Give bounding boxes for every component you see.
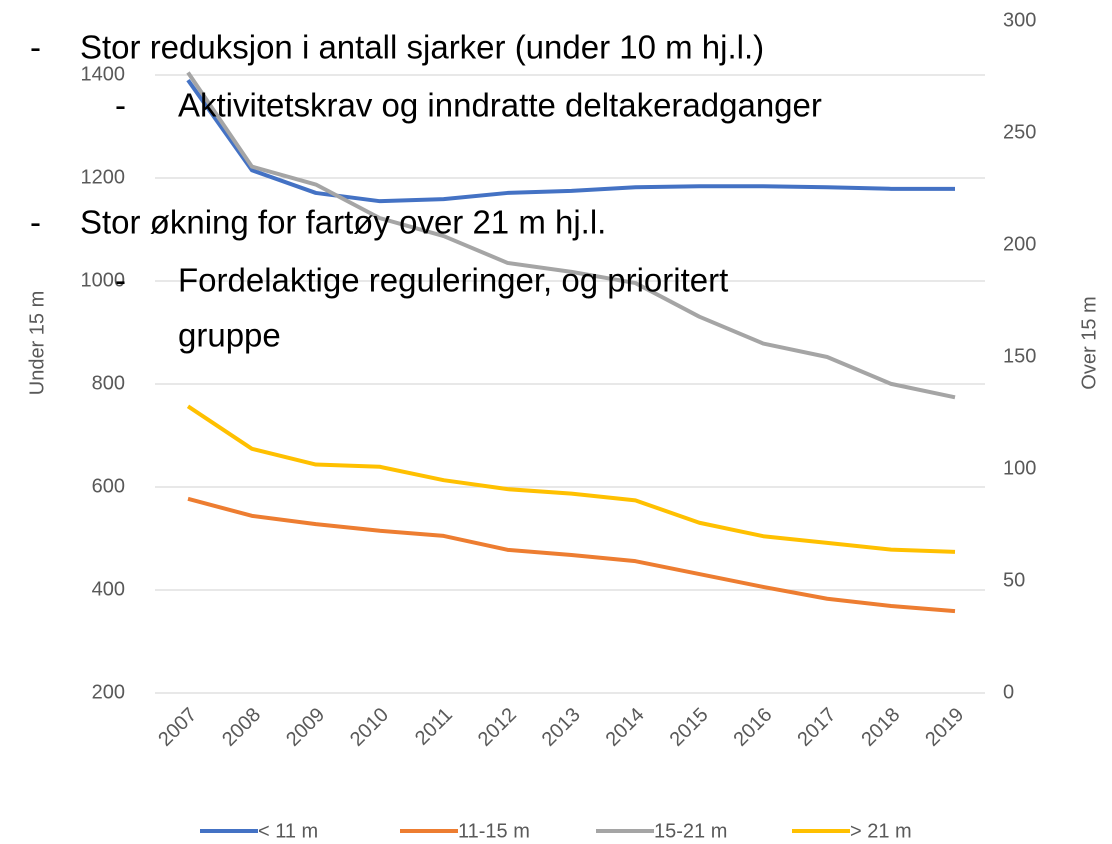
- x-tick-label: 2015: [666, 704, 713, 751]
- x-tick-label: 2018: [857, 704, 904, 751]
- sub-bullet-text: gruppe: [178, 317, 281, 354]
- y2-tick-label: 50: [1003, 569, 1025, 591]
- series-line: [187, 496, 956, 614]
- y-tick-label: 200: [92, 681, 125, 703]
- legend-label: 15-21 m: [654, 820, 727, 842]
- x-tick-label: 2010: [346, 704, 393, 751]
- bullet-dash: -: [30, 204, 41, 241]
- y-tick-label: 600: [92, 475, 125, 497]
- x-tick-label: 2017: [793, 704, 840, 751]
- y2-tick-label: 0: [1003, 681, 1014, 703]
- y-tick-label: 1000: [81, 269, 126, 291]
- legend-label: < 11 m: [258, 820, 318, 842]
- y-tick-label: 1400: [81, 63, 126, 85]
- y2-tick-label: 150: [1003, 345, 1036, 367]
- x-tick-label: 2008: [218, 704, 265, 751]
- y2-tick-label: 250: [1003, 121, 1036, 143]
- x-tick-label: 2013: [538, 704, 585, 751]
- y-tick-label: 800: [92, 372, 125, 394]
- series-line: [186, 404, 956, 554]
- y2-tick-label: 100: [1003, 457, 1036, 479]
- y-tick-label: 1200: [81, 166, 126, 188]
- x-tick-label: 2011: [411, 704, 457, 750]
- sub-bullet-dash: -: [115, 262, 126, 299]
- y-axis-label: Under 15 m: [26, 291, 48, 396]
- series-line: [186, 71, 956, 400]
- bullet-text: Stor reduksjon i antall sjarker (under 1…: [80, 29, 764, 66]
- legend-label: 11-15 m: [458, 820, 530, 842]
- y2-tick-label: 300: [1003, 9, 1036, 31]
- sub-bullet-dash: -: [115, 87, 126, 124]
- sub-bullet-text: Fordelaktige reguleringer, og prioritert: [178, 262, 728, 299]
- x-tick-label: 2014: [602, 704, 649, 751]
- x-tick-label: 2019: [921, 704, 968, 751]
- y2-tick-label: 200: [1003, 233, 1036, 255]
- y2-axis-label: Over 15 m: [1078, 296, 1100, 389]
- x-tick-label: 2012: [474, 704, 521, 751]
- sub-bullet-text: Aktivitetskrav og inndratte deltakeradga…: [178, 87, 822, 124]
- series-line: [186, 78, 955, 204]
- bullet-text: Stor økning for fartøy over 21 m hj.l.: [80, 204, 606, 241]
- legend-label: > 21 m: [850, 820, 912, 842]
- x-tick-label: 2016: [729, 704, 776, 751]
- y-tick-label: 400: [92, 578, 125, 600]
- x-tick-label: 2007: [154, 704, 201, 751]
- x-tick-label: 2009: [282, 704, 329, 751]
- bullet-dash: -: [30, 29, 41, 66]
